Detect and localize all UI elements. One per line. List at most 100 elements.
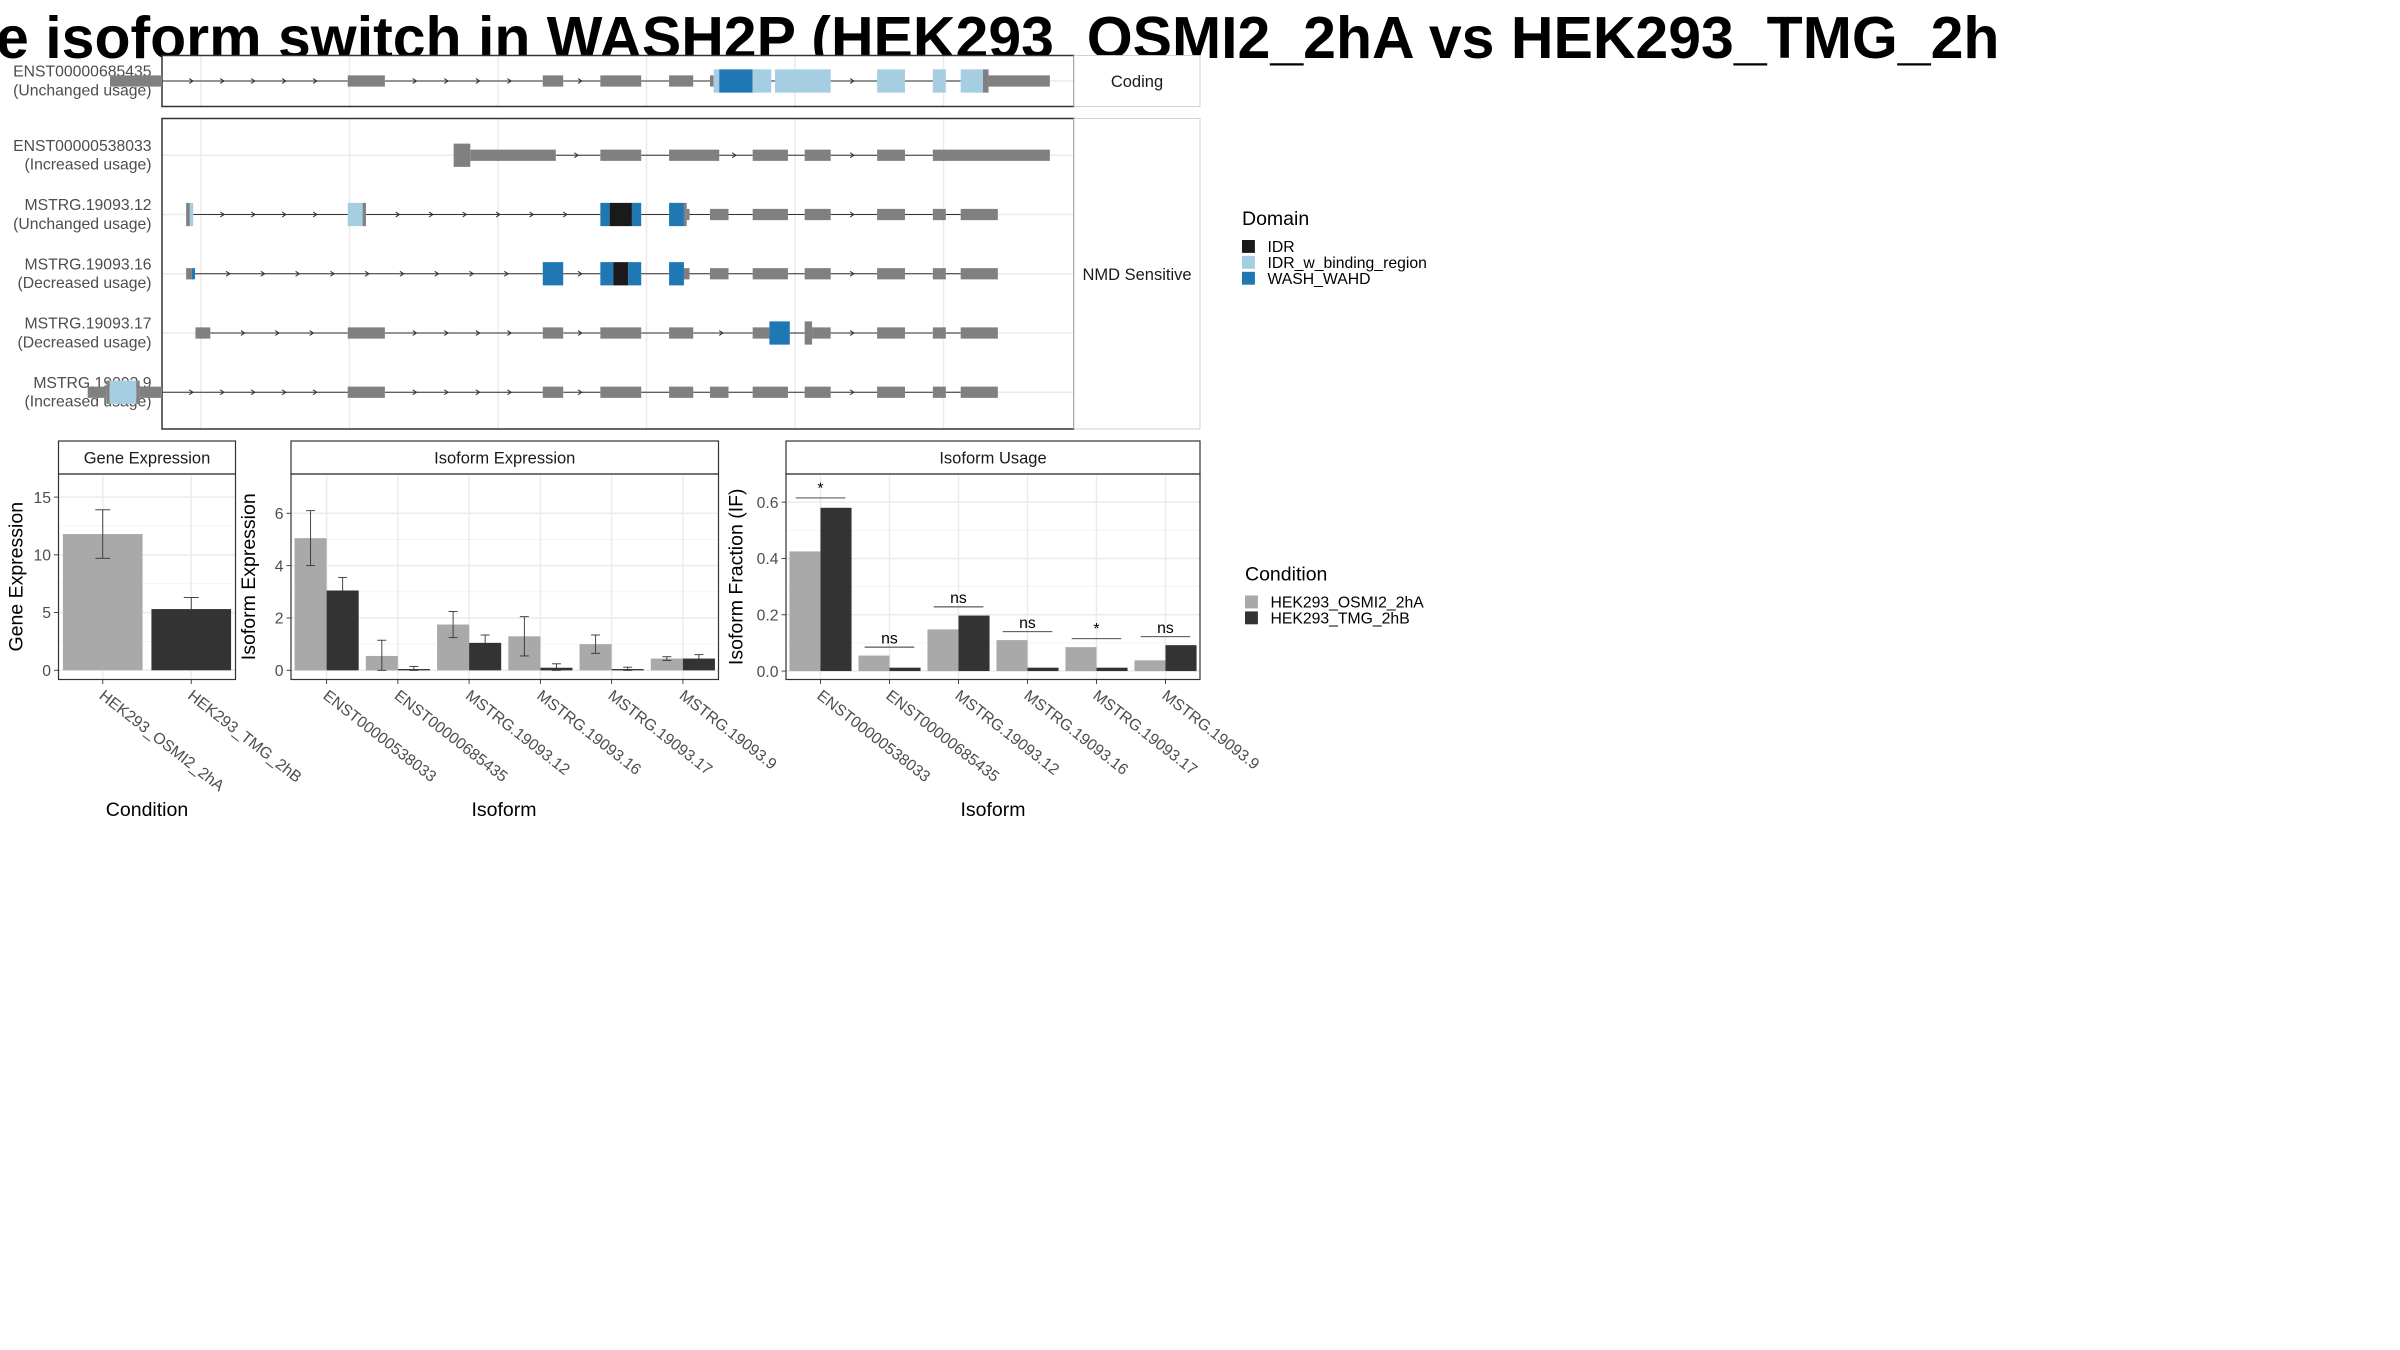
exon-block bbox=[347, 75, 385, 87]
intron-arrow bbox=[399, 270, 405, 277]
y-tick-label: 0.0 bbox=[757, 664, 779, 681]
chart-panel: Isoform Expression0246ENST00000538033ENS… bbox=[238, 440, 780, 821]
y-tick-label: 0 bbox=[42, 663, 51, 680]
intron-arrow bbox=[330, 270, 336, 277]
intron-arrow bbox=[312, 211, 318, 218]
bar bbox=[820, 507, 852, 672]
bar bbox=[1134, 660, 1166, 672]
exon-block bbox=[752, 327, 770, 339]
intron-arrow bbox=[219, 78, 225, 84]
bar bbox=[996, 640, 1028, 672]
domain-block bbox=[542, 262, 564, 286]
domain-block bbox=[600, 262, 614, 286]
y-tick-label: 6 bbox=[275, 506, 284, 523]
exon-block bbox=[195, 327, 211, 339]
significance-label: * bbox=[817, 480, 823, 497]
intron-arrow bbox=[225, 270, 231, 277]
intron-arrow bbox=[475, 330, 481, 336]
exon-block bbox=[453, 143, 471, 167]
bar bbox=[789, 551, 821, 672]
legend-label: HEK293_TMG_2hB bbox=[1271, 610, 1410, 627]
exon-block bbox=[683, 268, 690, 280]
domain-block bbox=[600, 202, 610, 227]
intron-arrow bbox=[220, 211, 226, 218]
exon-block bbox=[877, 327, 905, 339]
transcript-usage-label: (Unchanged usage) bbox=[13, 216, 151, 233]
strip-box bbox=[1073, 118, 1201, 430]
intron-arrow bbox=[250, 78, 256, 84]
y-tick-label: 5 bbox=[42, 605, 51, 622]
y-tick-label: 2 bbox=[275, 611, 284, 628]
domain-block bbox=[628, 262, 642, 286]
intron-arrow bbox=[260, 270, 266, 277]
intron-arrow bbox=[412, 330, 418, 336]
intron-arrow bbox=[507, 330, 513, 336]
intron-arrow bbox=[312, 78, 318, 84]
bar bbox=[927, 629, 959, 672]
intron-arrow bbox=[428, 211, 434, 218]
domain-block bbox=[669, 262, 684, 286]
domain-block bbox=[347, 202, 363, 227]
exon-block bbox=[812, 327, 831, 339]
intron-arrow bbox=[281, 78, 287, 84]
exon-block bbox=[669, 149, 720, 161]
bar bbox=[1027, 667, 1059, 672]
transcript-row: MSTRG.19093.12 (Unchanged usage) bbox=[13, 197, 998, 233]
exon-block bbox=[470, 149, 556, 161]
exon-block bbox=[109, 75, 162, 87]
exon-block bbox=[683, 202, 687, 227]
intron-arrow bbox=[395, 211, 401, 218]
intron-arrow bbox=[503, 270, 509, 277]
domain-block bbox=[774, 69, 831, 93]
intron-arrow bbox=[219, 389, 225, 396]
legend-key bbox=[1242, 255, 1255, 269]
bar bbox=[650, 658, 683, 671]
exon-block bbox=[932, 149, 1050, 161]
y-tick-label: 0.2 bbox=[757, 607, 779, 624]
legend-key bbox=[1242, 271, 1255, 285]
intron-arrow bbox=[507, 389, 513, 396]
intron-arrow bbox=[562, 211, 568, 218]
intron-arrow bbox=[444, 330, 450, 336]
domain-block bbox=[713, 69, 720, 93]
domain-block bbox=[189, 202, 194, 227]
exon-block bbox=[804, 321, 813, 345]
intron-arrow bbox=[274, 330, 280, 336]
y-axis-title: Isoform Fraction (IF) bbox=[726, 488, 748, 665]
y-tick-label: 0 bbox=[275, 663, 284, 680]
exon-block bbox=[804, 208, 831, 221]
intron-arrow bbox=[718, 330, 724, 336]
intron-arrow bbox=[281, 211, 287, 218]
intron-arrow bbox=[444, 78, 450, 84]
exon-block bbox=[752, 208, 788, 221]
domain-block bbox=[631, 202, 642, 227]
legend-title: Domain bbox=[1242, 208, 1309, 230]
exon-block bbox=[186, 268, 192, 280]
panel-border bbox=[57, 473, 237, 681]
exon-block bbox=[960, 327, 998, 339]
y-tick-label: 15 bbox=[33, 490, 51, 507]
exon-block bbox=[932, 208, 946, 221]
domain-block bbox=[932, 69, 946, 93]
exon-block bbox=[932, 386, 946, 398]
domain-block bbox=[877, 69, 905, 93]
intron-arrow bbox=[475, 78, 481, 84]
strip-label: NMD Sensitive bbox=[1082, 266, 1191, 284]
exon-block bbox=[709, 268, 729, 280]
intron-arrow bbox=[849, 152, 855, 159]
exon-block bbox=[600, 327, 642, 339]
exon-block bbox=[686, 208, 690, 221]
legend-label: IDR_w_binding_region bbox=[1268, 255, 1427, 272]
exon-block bbox=[669, 386, 694, 398]
chart-panel: Isoform Usage * ns ns ns * ns 0.0 0.2 0.4 0.6 ENST0… bbox=[726, 440, 1262, 821]
exon-block bbox=[960, 208, 998, 221]
transcript-label: MSTRG.19093.17 bbox=[25, 316, 152, 333]
legend-title: Condition bbox=[1245, 564, 1327, 586]
exon-block bbox=[877, 208, 905, 221]
legend-label: IDR bbox=[1268, 239, 1295, 256]
chart-title: Gene Expression bbox=[84, 450, 211, 468]
exon-block bbox=[960, 386, 998, 398]
transcript-label: MSTRG.19093.12 bbox=[25, 197, 152, 214]
exon-block bbox=[932, 268, 946, 280]
